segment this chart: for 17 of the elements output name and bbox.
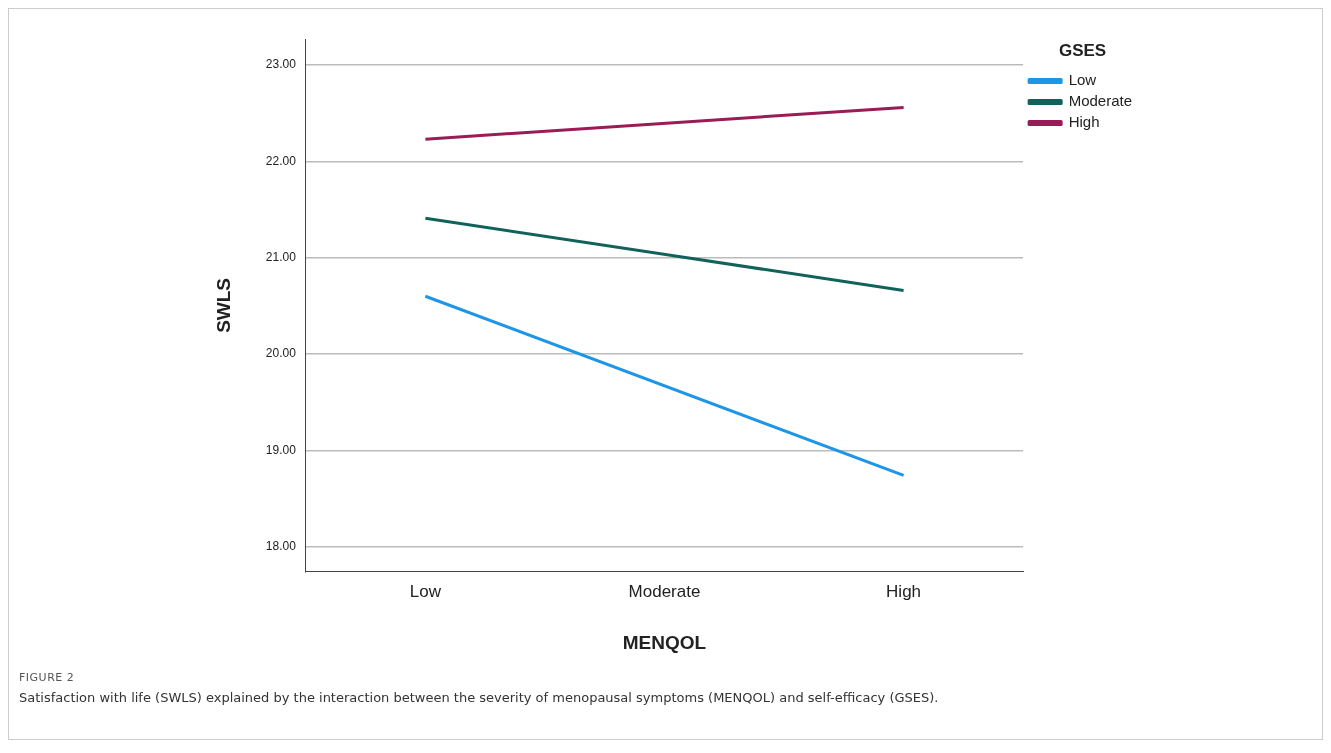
y-tick-label: 18.00	[265, 539, 297, 554]
legend-title: GSES	[1058, 41, 1107, 61]
x-tick-label: Moderate	[628, 581, 701, 601]
y-tick-label: 23.00	[265, 57, 297, 72]
y-tick-label: 22.00	[265, 153, 297, 168]
x-tick-label: High	[886, 581, 922, 601]
caption: FIGURE 2	[19, 671, 76, 684]
legend-label: Moderate	[1068, 92, 1133, 110]
y-tick-label: 21.00	[265, 250, 297, 265]
y-axis-title: SWLS	[212, 277, 234, 333]
legend-label: High	[1068, 113, 1100, 131]
y-tick-label: 19.00	[265, 442, 297, 457]
y-tick-label: 20.00	[265, 346, 297, 361]
text: Satisfaction with life (SWLS) explained by the interaction between the severity of menopausal symptoms (MENQOL) and self-efficacy (GSES).	[19, 690, 939, 705]
x-axis-title: MENQOL	[622, 631, 707, 653]
x-tick-label: Low	[409, 581, 442, 601]
legend-label: Low	[1068, 71, 1097, 89]
